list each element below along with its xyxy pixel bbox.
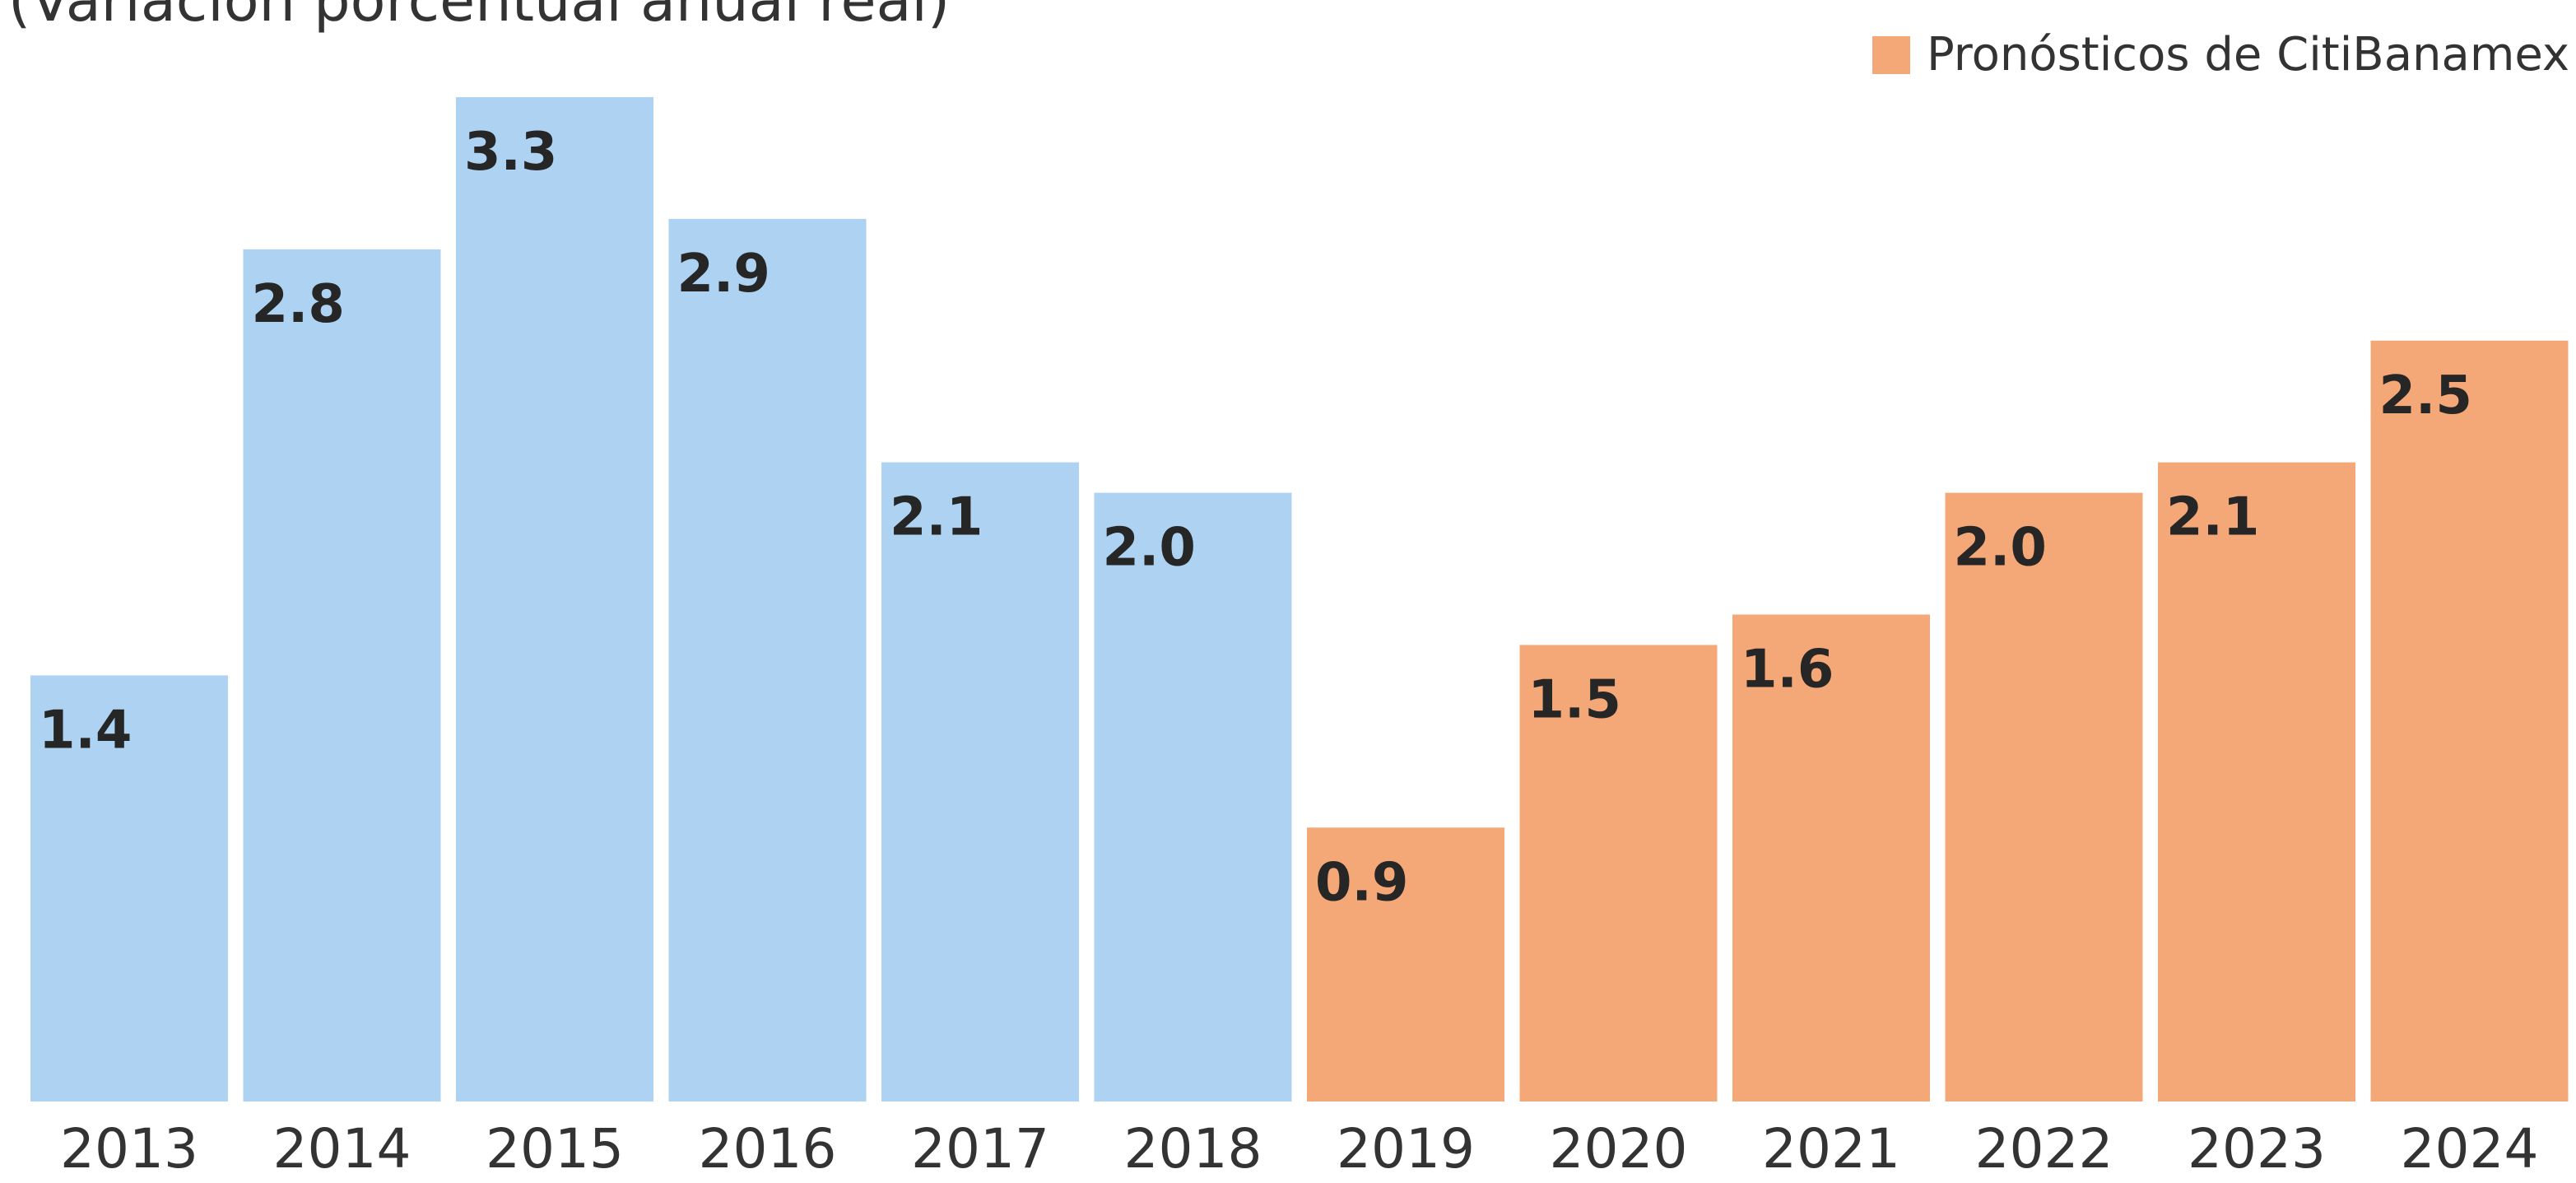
value-label-2017: 2.1 (890, 487, 983, 548)
x-tick-label-2017: 2017 (911, 1117, 1049, 1181)
bar-2014 (243, 249, 441, 1101)
bar-2017 (881, 462, 1079, 1101)
value-label-2015: 3.3 (464, 122, 557, 183)
x-tick-label-2019: 2019 (1337, 1117, 1475, 1181)
chart-subtitle: (Variación porcentual anual real) (8, 0, 951, 35)
bar-2020 (1519, 645, 1718, 1101)
value-label-2021: 1.6 (1741, 639, 1834, 700)
value-label-2018: 2.0 (1103, 518, 1196, 579)
x-tick-label-2023: 2023 (2188, 1117, 2326, 1181)
value-label-2023: 2.1 (2166, 487, 2259, 548)
value-label-2013: 1.4 (39, 700, 132, 761)
bar-2015 (456, 97, 653, 1101)
value-label-2016: 2.9 (677, 244, 770, 305)
bar-2021 (1732, 614, 1930, 1101)
legend-swatch-forecast (1872, 35, 1910, 74)
legend: Pronósticos de CitiBanamex (1872, 28, 2569, 82)
value-label-2019: 0.9 (1315, 852, 1408, 913)
x-tick-label-2013: 2013 (60, 1117, 198, 1181)
x-tick-label-2022: 2022 (1975, 1117, 2113, 1181)
value-label-2014: 2.8 (252, 274, 345, 335)
x-tick-label-2024: 2024 (2401, 1117, 2539, 1181)
value-label-2024: 2.5 (2379, 366, 2472, 426)
bar-2018 (1094, 492, 1292, 1101)
bar-2013 (30, 675, 228, 1101)
bar-2019 (1307, 827, 1504, 1101)
bar-2023 (2158, 462, 2355, 1101)
x-tick-label-2020: 2020 (1550, 1117, 1688, 1181)
x-tick-label-2021: 2021 (1762, 1117, 1900, 1181)
bar-2016 (668, 218, 867, 1101)
bar-2022 (1945, 492, 2143, 1101)
x-tick-label-2015: 2015 (486, 1117, 624, 1181)
bar-2024 (2370, 340, 2569, 1101)
value-label-2020: 1.5 (1528, 669, 1621, 730)
legend-label-forecast: Pronósticos de CitiBanamex (1927, 28, 2569, 82)
x-tick-label-2016: 2016 (699, 1117, 837, 1181)
value-label-2022: 2.0 (1954, 518, 2047, 579)
x-tick-label-2018: 2018 (1124, 1117, 1262, 1181)
x-tick-label-2014: 2014 (273, 1117, 412, 1181)
